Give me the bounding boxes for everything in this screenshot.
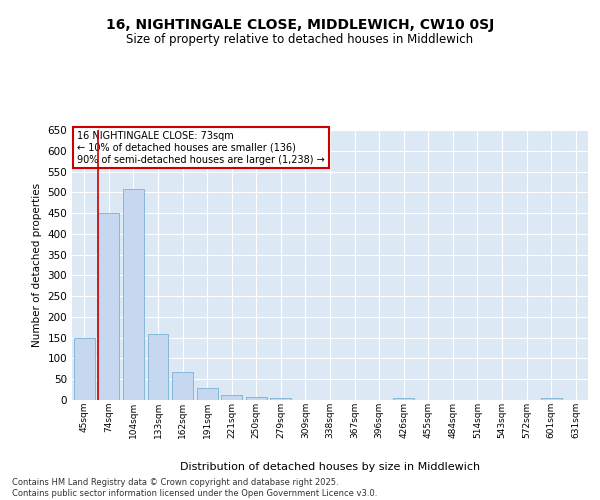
Bar	[271, 398, 292, 400]
Bar	[197, 388, 218, 400]
Y-axis label: Number of detached properties: Number of detached properties	[32, 183, 42, 347]
Bar	[98, 213, 119, 400]
Text: Size of property relative to detached houses in Middlewich: Size of property relative to detached ho…	[127, 32, 473, 46]
Bar	[221, 394, 242, 400]
Text: Contains HM Land Registry data © Crown copyright and database right 2025.
Contai: Contains HM Land Registry data © Crown c…	[12, 478, 377, 498]
Bar	[148, 334, 169, 400]
Bar	[393, 398, 414, 400]
Bar	[246, 396, 267, 400]
Text: 16 NIGHTINGALE CLOSE: 73sqm
← 10% of detached houses are smaller (136)
90% of se: 16 NIGHTINGALE CLOSE: 73sqm ← 10% of det…	[77, 132, 325, 164]
Bar	[541, 398, 562, 400]
Text: 16, NIGHTINGALE CLOSE, MIDDLEWICH, CW10 0SJ: 16, NIGHTINGALE CLOSE, MIDDLEWICH, CW10 …	[106, 18, 494, 32]
Bar	[74, 338, 95, 400]
Bar	[123, 190, 144, 400]
Text: Distribution of detached houses by size in Middlewich: Distribution of detached houses by size …	[180, 462, 480, 472]
Bar	[172, 372, 193, 400]
